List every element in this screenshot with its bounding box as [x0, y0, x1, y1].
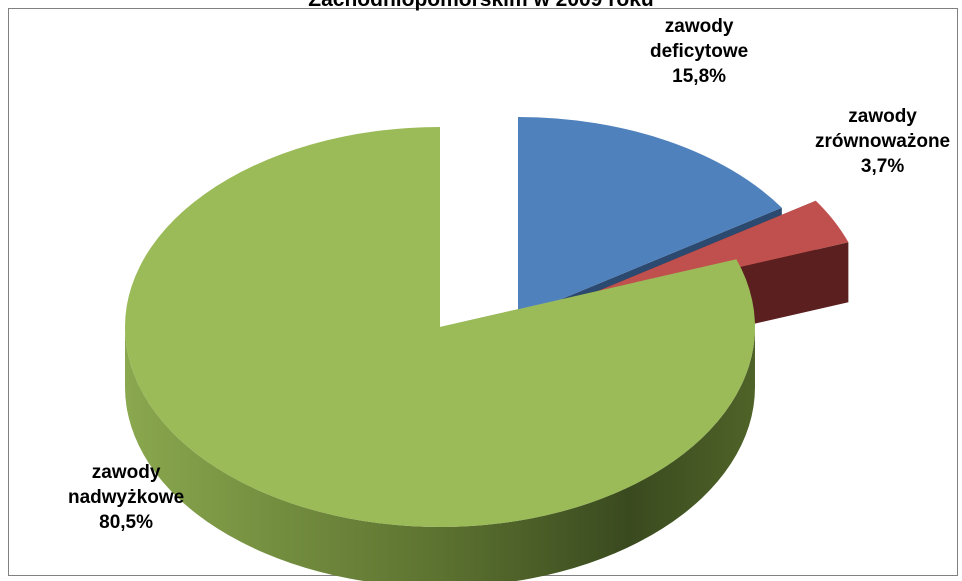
chart-title: Zachodniopomorskim w 2009 roku [0, 0, 962, 12]
pie-slice-0 [518, 117, 782, 317]
label-nadwyzkowe: zawody nadwyżkowe 80,5% [68, 462, 185, 533]
label-deficytowe: zawody deficytowe 15,8% [650, 16, 749, 87]
pie-slice-2 [124, 127, 756, 527]
pie-slice-rim [125, 327, 755, 581]
label-zrownowazone: zawody zrównoważone 3,7% [815, 106, 951, 177]
pie-slice-1 [552, 200, 849, 310]
